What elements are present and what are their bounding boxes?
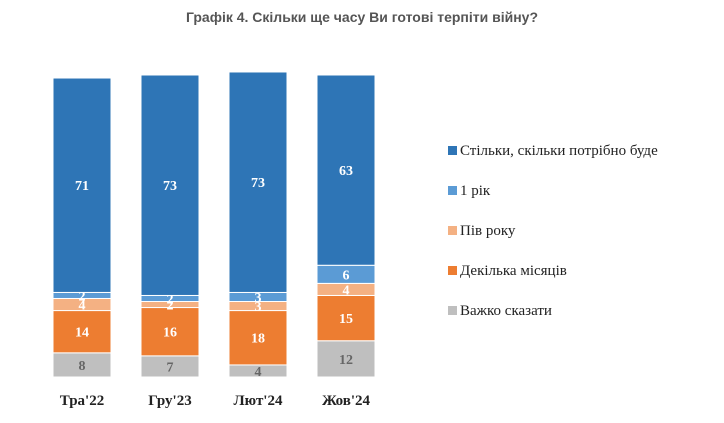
x-tick-label: Тра'22: [60, 393, 104, 409]
legend-label: Стільки, скільки потрібно буде: [460, 143, 658, 159]
bar-segment: [52, 77, 112, 293]
data-label: 4: [79, 299, 86, 314]
data-label: 12: [339, 353, 353, 368]
data-label: 15: [339, 312, 353, 327]
data-label: 63: [339, 164, 353, 179]
x-tick-label: Гру'23: [148, 393, 191, 409]
x-tick-label: Лют'24: [234, 393, 283, 409]
data-label: 14: [75, 326, 89, 341]
data-label: 4: [255, 365, 262, 380]
data-label: 71: [75, 179, 89, 194]
legend-swatch: [448, 306, 457, 315]
legend-swatch: [448, 226, 457, 235]
legend-label: Пів року: [460, 223, 516, 239]
legend-swatch: [448, 146, 457, 155]
legend-label: Важко сказати: [460, 303, 552, 319]
data-label: 8: [79, 359, 86, 374]
data-label: 4: [343, 283, 350, 298]
legend-swatch: [448, 266, 457, 275]
data-label: 7: [167, 360, 174, 375]
legend-label: 1 рік: [460, 183, 491, 199]
bar-segment: [316, 294, 376, 342]
bar-segment: [316, 74, 376, 266]
legend-label: Декілька місяців: [460, 263, 567, 279]
data-label: 2: [79, 289, 86, 304]
data-label: 18: [251, 332, 265, 347]
data-label: 3: [255, 291, 262, 306]
data-label: 2: [167, 299, 174, 314]
x-tick-label: Жов'24: [322, 393, 371, 409]
data-label: 73: [251, 176, 265, 191]
bar-segment: [140, 74, 200, 296]
data-label: 73: [163, 179, 177, 194]
data-label: 6: [343, 268, 350, 283]
bar-segment: [228, 310, 288, 366]
bar-segment: [140, 307, 200, 357]
bar-segment: [228, 71, 288, 293]
data-label: 16: [163, 326, 177, 341]
data-label: 3: [255, 300, 262, 315]
bar-segment: [52, 310, 112, 354]
legend-swatch: [448, 186, 457, 195]
data-label: 2: [167, 292, 174, 307]
bar-segment: [316, 340, 376, 378]
chart-title: Графік 4. Скільки ще часу Ви готові терп…: [185, 9, 539, 25]
